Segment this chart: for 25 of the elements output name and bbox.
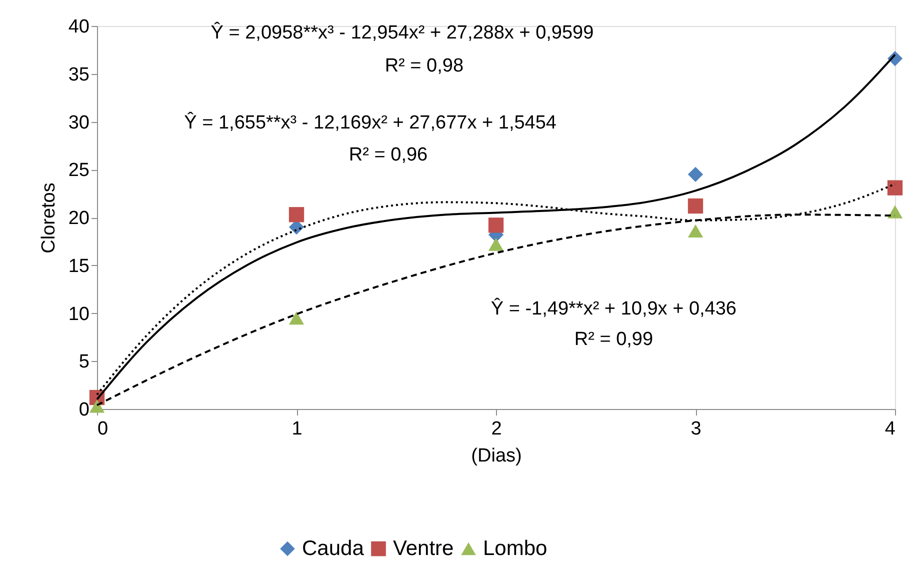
annotation: R² = 0,99 xyxy=(574,329,654,350)
annotation: R² = 0,98 xyxy=(384,55,464,76)
y-tick-label: 40 xyxy=(68,16,90,38)
y-tick-label: 0 xyxy=(78,400,90,420)
y-tick-label: 15 xyxy=(68,256,90,277)
y-tick-label: 30 xyxy=(68,112,90,134)
x-tick-label: 3 xyxy=(690,418,702,440)
x-tick-label: 2 xyxy=(491,418,502,440)
y-tick-label: 10 xyxy=(68,304,90,325)
x-tick-label: 0 xyxy=(98,418,108,440)
legend-label: Ventre xyxy=(393,536,454,560)
y-axis-title: Cloretos xyxy=(38,182,60,254)
legend-label: Cauda xyxy=(302,536,364,560)
annotation: Ŷ = -1,49**x² + 10,9x + 0,436 xyxy=(490,297,736,320)
legend-label: Lombo xyxy=(483,536,548,560)
y-tick-label: 35 xyxy=(68,64,90,86)
x-axis-title: (Dias) xyxy=(471,446,522,466)
annotation: Ŷ = 2,0958**x³ - 12,954x² + 27,288x + 0,9599 xyxy=(210,22,594,44)
y-tick-label: 20 xyxy=(68,208,90,229)
y-tick-label: 25 xyxy=(68,160,90,182)
y-tick-label: 5 xyxy=(78,352,90,373)
x-tick-label: 1 xyxy=(292,418,302,440)
x-tick-label: 4 xyxy=(884,418,896,440)
annotation: Ŷ = 1,655**x³ - 12,169x² + 27,677x + 1,5454 xyxy=(184,112,557,134)
annotation: R² = 0,96 xyxy=(348,144,428,166)
